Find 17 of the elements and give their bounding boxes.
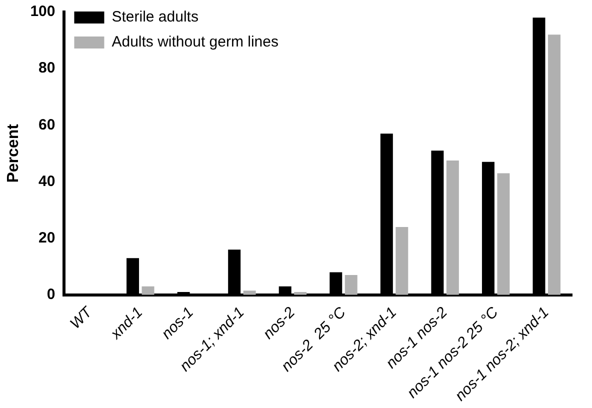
y-tick-label: 60 bbox=[38, 116, 56, 134]
bar bbox=[446, 160, 459, 295]
y-tick-label: 80 bbox=[38, 60, 56, 77]
bar bbox=[142, 286, 154, 295]
bar bbox=[497, 173, 510, 295]
y-axis-title: Percent bbox=[5, 123, 22, 183]
bar bbox=[548, 34, 560, 295]
y-tick-label: 0 bbox=[46, 286, 56, 303]
x-tick-label: WT bbox=[66, 302, 97, 332]
legend-label: Adults without germ lines bbox=[112, 34, 278, 51]
legend-label: Sterile adults bbox=[112, 8, 198, 26]
y-tick-label: 20 bbox=[38, 229, 56, 246]
bar bbox=[344, 275, 358, 295]
bar bbox=[243, 290, 256, 295]
y-tick-label: 40 bbox=[38, 172, 56, 190]
y-tick-label: 100 bbox=[30, 3, 56, 20]
bar bbox=[396, 226, 408, 295]
